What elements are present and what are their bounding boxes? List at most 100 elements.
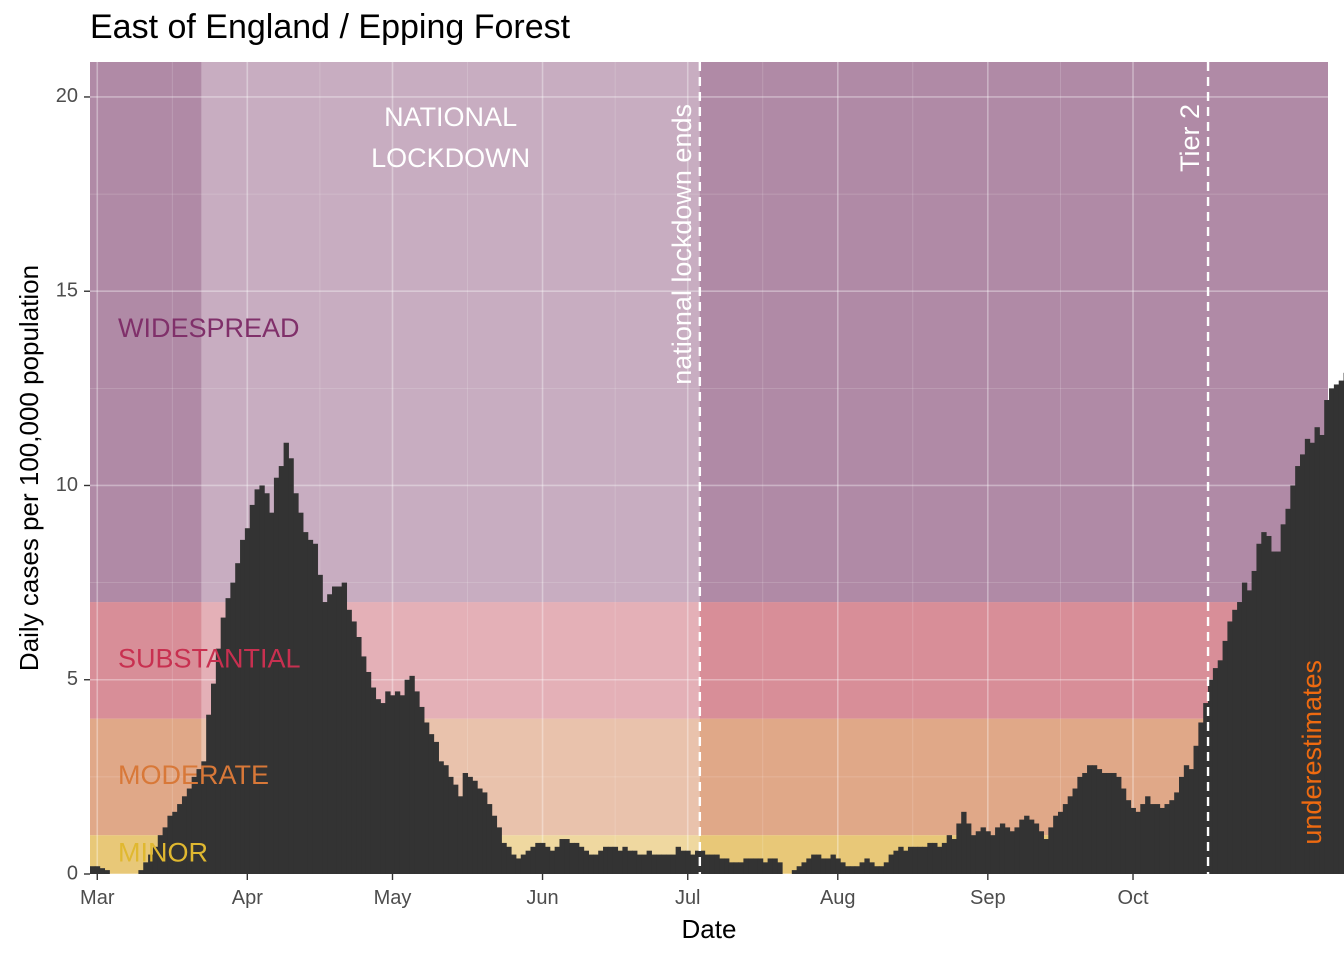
bar [486, 804, 493, 874]
lockdown-label: NATIONAL [384, 102, 517, 132]
bar [549, 850, 556, 874]
bar [399, 695, 406, 874]
bar [438, 761, 444, 874]
bar [762, 862, 769, 874]
bar [699, 850, 706, 874]
bar [530, 846, 536, 874]
x-tick-label: Jun [526, 887, 558, 909]
bar [946, 835, 953, 874]
bar [496, 827, 502, 874]
bar [506, 846, 512, 874]
bar [907, 846, 914, 874]
bar [177, 804, 183, 874]
bar [859, 862, 865, 874]
bar [356, 637, 362, 874]
y-tick-label: 20 [56, 85, 78, 107]
bar [1028, 819, 1035, 874]
bar [661, 854, 667, 874]
bar [230, 582, 236, 874]
bar [1048, 827, 1054, 874]
bar [772, 858, 778, 874]
bar [327, 594, 333, 874]
bar [423, 722, 430, 874]
bar [1125, 800, 1132, 874]
bar [743, 858, 749, 874]
bar [854, 866, 861, 874]
event-label: national lockdown ends [667, 104, 697, 385]
bar [714, 854, 720, 874]
bar [283, 442, 289, 874]
bar [225, 598, 231, 874]
bar [588, 854, 594, 874]
bar [685, 850, 691, 874]
bar [903, 850, 909, 874]
lockdown-label: LOCKDOWN [371, 143, 530, 173]
bar [322, 602, 328, 874]
bar [569, 842, 575, 874]
bar [1217, 660, 1224, 874]
bar [922, 846, 928, 874]
bar [709, 854, 715, 874]
bar [1208, 679, 1214, 874]
bar [365, 671, 372, 874]
bar [1169, 800, 1175, 874]
bar [191, 776, 197, 874]
bar [1120, 788, 1127, 874]
bar [152, 846, 159, 874]
bar [1222, 640, 1228, 874]
bar [143, 862, 149, 874]
bar [288, 458, 294, 874]
bar [845, 866, 851, 874]
bar [1154, 804, 1161, 874]
bar [1159, 807, 1165, 874]
bar [835, 858, 841, 874]
bar [869, 862, 875, 874]
bar [1237, 602, 1243, 874]
bar [477, 788, 483, 874]
bar [825, 858, 832, 874]
bar [1319, 434, 1325, 874]
bar [830, 854, 836, 874]
bar [864, 858, 870, 874]
bar [501, 842, 507, 874]
bar [535, 842, 541, 874]
bar [970, 835, 977, 874]
bar [1067, 796, 1074, 874]
bar [90, 866, 96, 874]
y-tick-label: 0 [67, 862, 78, 884]
y-tick-label: 10 [56, 474, 78, 496]
bar [651, 854, 657, 874]
bar [898, 846, 904, 874]
bar [820, 858, 827, 874]
event-label: Tier 2 [1175, 104, 1205, 172]
bar [94, 866, 101, 874]
bar [467, 776, 473, 874]
bar [491, 815, 498, 874]
bar [457, 796, 464, 874]
bar [554, 846, 560, 874]
bar [1072, 788, 1078, 874]
bar [472, 780, 478, 874]
bar [1304, 438, 1311, 874]
bar [448, 776, 454, 874]
bar [753, 858, 759, 874]
x-axis-title: Date [682, 914, 737, 944]
bar [757, 858, 764, 874]
bar [1014, 827, 1020, 874]
bar [172, 811, 178, 874]
bar [278, 466, 285, 874]
bar [1270, 551, 1277, 874]
bar [995, 827, 1001, 874]
bar [893, 850, 899, 874]
bar [370, 687, 377, 874]
bar [777, 862, 783, 874]
bar [341, 582, 348, 874]
bar [1038, 831, 1044, 874]
bar [670, 854, 677, 874]
bar [607, 846, 614, 874]
bar [1266, 535, 1272, 874]
bar [375, 699, 381, 874]
bar [385, 691, 391, 874]
bar [453, 784, 459, 874]
bar [999, 823, 1006, 874]
